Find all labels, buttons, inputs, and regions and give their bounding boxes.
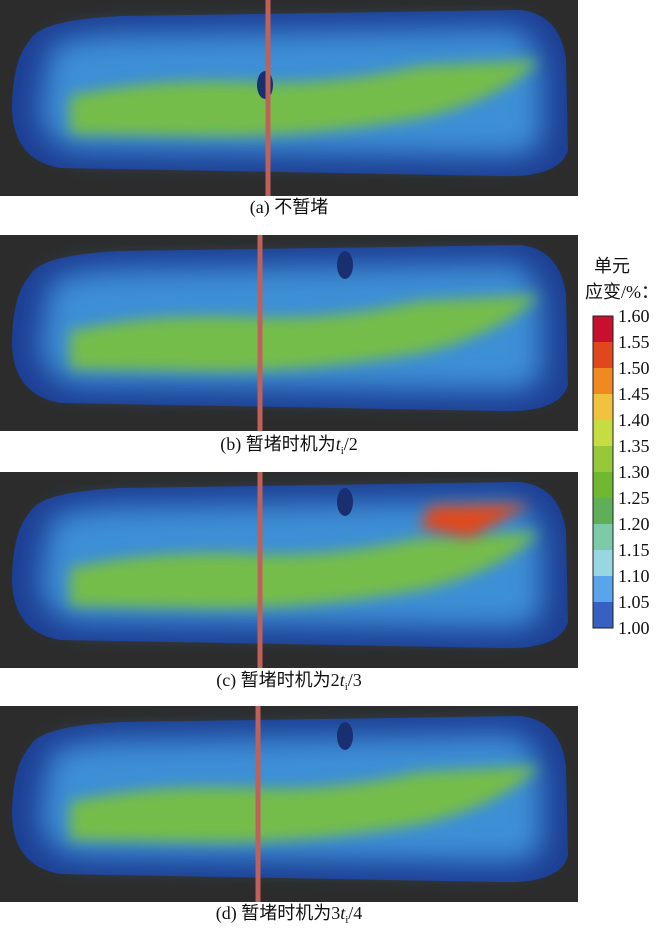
panel-caption: (d) 暂堵时机为3ti/4: [216, 903, 363, 926]
strain-peak: [420, 504, 530, 538]
simulation-image: [0, 706, 578, 902]
colorbar-segment: [593, 524, 613, 550]
colorbar-label: 1.30: [618, 462, 650, 482]
strain-field: [70, 766, 540, 843]
simulation-image: [0, 0, 578, 196]
caption-part: i: [341, 445, 344, 457]
caption-part: /2: [344, 434, 358, 454]
caption-part: t: [340, 670, 346, 690]
colorbar-frame: [592, 315, 614, 629]
colorbar-segment: [593, 446, 613, 472]
colorbar-segment: [593, 342, 613, 368]
simulation-image: [0, 472, 578, 668]
caption-part: /4: [348, 903, 362, 923]
colorbar-segment: [593, 576, 613, 602]
colorbar-label: 1.00: [618, 618, 650, 638]
caption-part: t: [340, 903, 346, 923]
caption-part: i: [345, 681, 348, 693]
cut-plane: [265, 0, 271, 196]
fracture-void: [337, 722, 353, 750]
strain-field: [70, 532, 540, 609]
colorbar-segment: [593, 498, 613, 524]
fracture-void: [337, 251, 353, 279]
cut-plane: [257, 235, 263, 431]
colorbar-label: 1.10: [618, 566, 650, 586]
colorbar-label: 1.50: [618, 358, 650, 378]
colorbar-label: 1.45: [618, 384, 650, 404]
panel-caption: (c) 暂堵时机为2ti/3: [216, 670, 362, 693]
colorbar-segment: [593, 420, 613, 446]
colorbar-segment: [593, 602, 613, 628]
colorbar-label: 1.25: [618, 488, 650, 508]
cut-plane: [255, 706, 261, 902]
colorbar-label: 1.35: [618, 436, 650, 456]
colorbar-title: 应变/%：: [585, 282, 659, 302]
caption-part: i: [345, 914, 348, 926]
caption-part: t: [336, 434, 342, 454]
panel-caption: (a) 不暂堵: [250, 197, 328, 218]
colorbar-label: 1.15: [618, 540, 650, 560]
caption-part: (a) 不暂堵: [250, 197, 328, 218]
colorbar-label: 1.40: [618, 410, 650, 430]
colorbar-segment: [593, 550, 613, 576]
panel-caption: (b) 暂堵时机为ti/2: [220, 434, 358, 457]
colorbar-label: 1.20: [618, 514, 650, 534]
strain-field: [70, 60, 540, 137]
colorbar-segment: [593, 368, 613, 394]
simulation-image: [0, 235, 578, 431]
cut-plane: [257, 472, 263, 668]
strain-field: [70, 295, 540, 372]
colorbar-label: 1.05: [618, 592, 650, 612]
fracture-void: [257, 71, 273, 99]
colorbar-segment: [593, 394, 613, 420]
colorbar-segment: [593, 472, 613, 498]
caption-part: (c) 暂堵时机为2: [216, 670, 339, 691]
colorbar-label: 1.55: [618, 332, 650, 352]
colorbar-label: 1.60: [618, 306, 650, 326]
colorbar-title: 单元: [594, 256, 630, 276]
colorbar-segment: [593, 316, 613, 342]
caption-part: /3: [348, 670, 362, 690]
caption-part: (d) 暂堵时机为3: [216, 903, 341, 924]
fracture-void: [337, 488, 353, 516]
caption-part: (b) 暂堵时机为: [220, 434, 336, 455]
